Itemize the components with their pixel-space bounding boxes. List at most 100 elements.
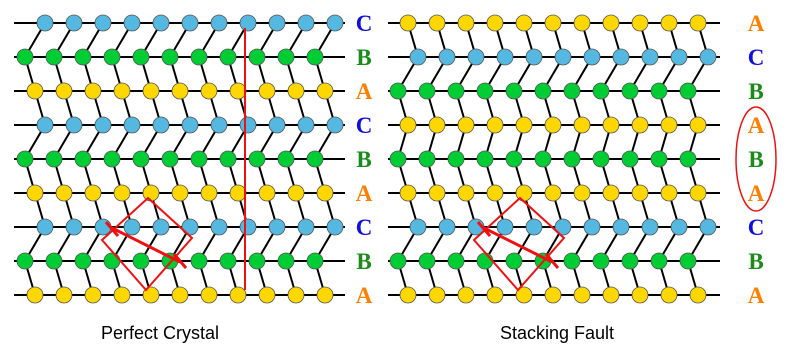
atom-c	[409, 48, 427, 66]
atom-b	[592, 82, 610, 100]
atom-c	[438, 218, 456, 236]
atom-a	[200, 82, 218, 100]
atom-b	[447, 150, 465, 168]
atom-b	[74, 252, 92, 270]
atom-b	[74, 48, 92, 66]
atom-a	[84, 286, 102, 304]
atom-b	[650, 150, 668, 168]
atom-a	[113, 82, 131, 100]
atom-a	[515, 286, 533, 304]
layer-label-c: C	[356, 215, 373, 240]
atom-b	[306, 48, 324, 66]
atom-c	[268, 218, 286, 236]
atom-a	[689, 286, 707, 304]
atom-c	[612, 218, 630, 236]
atom-b	[505, 150, 523, 168]
atom-a	[229, 286, 247, 304]
layer-label-b: B	[356, 147, 371, 172]
atom-b	[74, 150, 92, 168]
atom-a	[287, 82, 305, 100]
atom-b	[679, 252, 697, 270]
atom-b	[418, 252, 436, 270]
unit-cell-outline	[472, 196, 566, 292]
atom-c	[210, 218, 228, 236]
atom-a	[573, 184, 591, 202]
atom-a	[515, 116, 533, 134]
atom-c	[612, 48, 630, 66]
atom-c	[123, 218, 141, 236]
atom-b	[389, 82, 407, 100]
atom-a	[26, 184, 44, 202]
atom-c	[326, 218, 344, 236]
atom-a	[602, 14, 620, 32]
atom-c	[94, 116, 112, 134]
atom-c	[239, 218, 257, 236]
atom-a	[457, 184, 475, 202]
layer-label-b: B	[356, 249, 371, 274]
atom-a	[316, 82, 334, 100]
layer-label-c: C	[356, 11, 373, 36]
atom-b	[476, 252, 494, 270]
atom-a	[544, 184, 562, 202]
atom-c	[268, 14, 286, 32]
atom-c	[496, 218, 514, 236]
atom-a	[573, 14, 591, 32]
atom-c	[326, 14, 344, 32]
atom-b	[277, 48, 295, 66]
atom-b	[277, 252, 295, 270]
atom-c	[181, 218, 199, 236]
atom-c	[583, 48, 601, 66]
atom-b	[132, 48, 150, 66]
atom-a	[171, 286, 189, 304]
atom-a	[258, 82, 276, 100]
atom-b	[505, 252, 523, 270]
atom-a	[113, 184, 131, 202]
atom-c	[152, 116, 170, 134]
atom-b	[219, 150, 237, 168]
unit-cell-tick	[476, 221, 492, 237]
atom-a	[631, 184, 649, 202]
atom-b	[161, 48, 179, 66]
atom-c	[554, 48, 572, 66]
atom-c	[123, 116, 141, 134]
atom-c	[670, 218, 688, 236]
atom-a	[602, 286, 620, 304]
atom-a	[486, 286, 504, 304]
atom-a	[544, 286, 562, 304]
atom-b	[45, 252, 63, 270]
atom-a	[573, 286, 591, 304]
atom-a	[631, 116, 649, 134]
atom-a	[631, 286, 649, 304]
atom-a	[631, 14, 649, 32]
atom-a	[55, 184, 73, 202]
atom-b	[219, 252, 237, 270]
atom-c	[152, 14, 170, 32]
unit-cell-tick	[544, 253, 560, 269]
atom-c	[297, 116, 315, 134]
atom-a	[26, 286, 44, 304]
atom-b	[679, 82, 697, 100]
atom-b	[190, 48, 208, 66]
atom-a	[200, 184, 218, 202]
atom-a	[689, 184, 707, 202]
atom-a	[573, 116, 591, 134]
atom-a	[55, 82, 73, 100]
atom-b	[248, 252, 266, 270]
atom-b	[679, 150, 697, 168]
atom-b	[161, 150, 179, 168]
atom-c	[239, 116, 257, 134]
atom-b	[447, 252, 465, 270]
atom-a	[428, 286, 446, 304]
atom-a	[316, 286, 334, 304]
atom-c	[297, 14, 315, 32]
atom-a	[399, 116, 417, 134]
atom-b	[277, 150, 295, 168]
atom-a	[689, 116, 707, 134]
atom-c	[583, 218, 601, 236]
atom-a	[660, 14, 678, 32]
atom-b	[650, 252, 668, 270]
atom-c	[699, 48, 717, 66]
atom-c	[65, 218, 83, 236]
perfect-crystal-caption: Perfect Crystal	[101, 323, 219, 343]
